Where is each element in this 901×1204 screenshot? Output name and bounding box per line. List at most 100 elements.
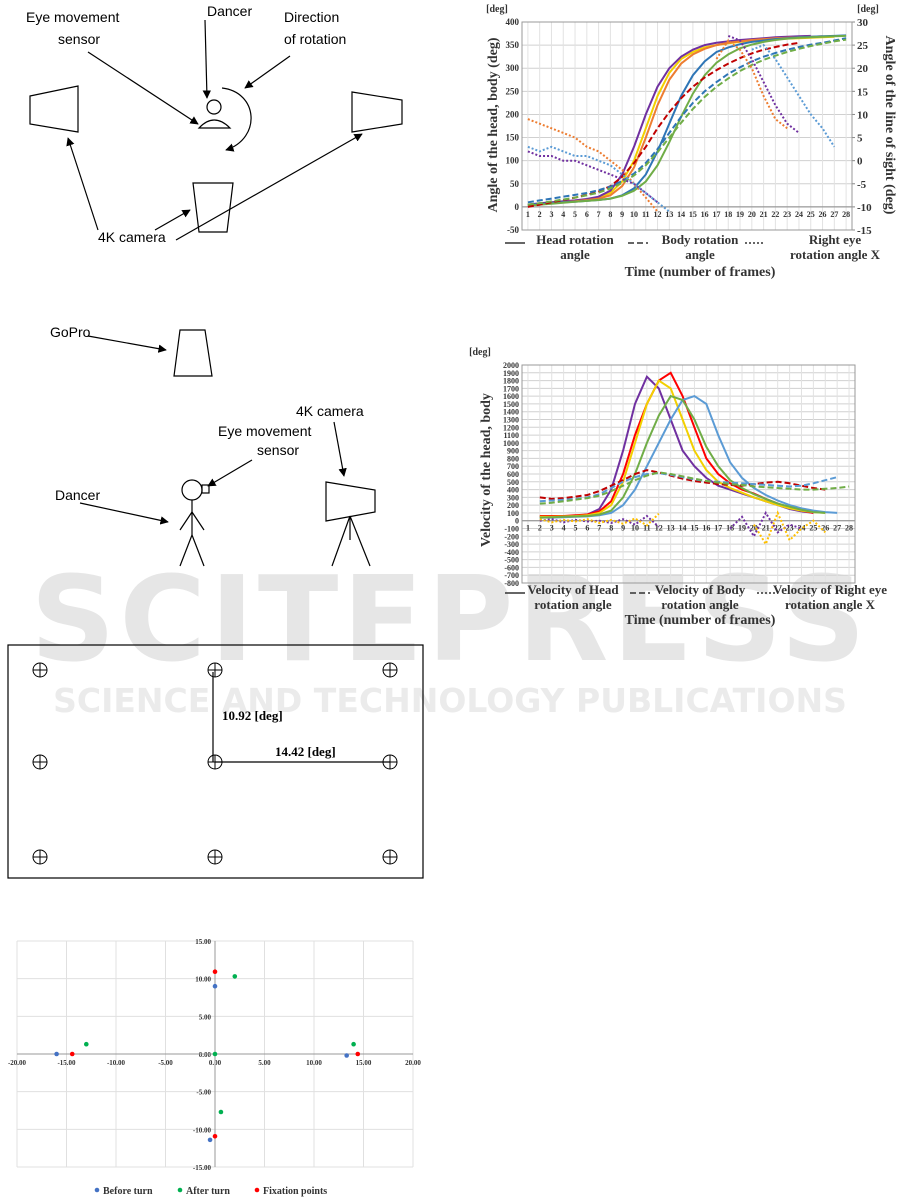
x-tick-label: 14 xyxy=(679,524,687,533)
y-tick-label: 1400 xyxy=(503,408,519,417)
legend-label: angle xyxy=(560,247,590,262)
x-tick-label: 5 xyxy=(573,210,577,219)
dancer-body xyxy=(197,119,232,129)
y-tick-label: 15.00 xyxy=(195,938,211,946)
legend-label: Velocity of Head xyxy=(527,582,619,597)
x-tick-label: 12 xyxy=(655,524,663,533)
x-tick-label: 23 xyxy=(786,524,794,533)
series-line xyxy=(539,469,826,500)
x-tick-label: 2 xyxy=(538,524,542,533)
y-tick-label: 10.00 xyxy=(195,976,211,984)
x-tick-label: 9 xyxy=(620,210,624,219)
x-tick-label: 21 xyxy=(762,524,770,533)
series-line xyxy=(527,34,847,206)
y2-tick-label: 10 xyxy=(857,109,869,121)
dancer-head xyxy=(206,99,222,115)
label: Dancer xyxy=(207,3,252,19)
x-tick-label: 4 xyxy=(562,524,566,533)
y-tick-label: 150 xyxy=(506,133,520,143)
x-tick-label: 23 xyxy=(783,210,791,219)
x-tick-label: 28 xyxy=(842,210,850,219)
label: 4K camera xyxy=(98,229,166,245)
arrows xyxy=(66,19,363,241)
plot-frame xyxy=(521,21,853,231)
legend-marker xyxy=(254,1187,260,1193)
x-tick-label: -20.00 xyxy=(8,1059,27,1067)
x-tick-label: 20 xyxy=(748,210,756,219)
arrows xyxy=(79,335,347,525)
legend-label: Head rotation xyxy=(536,232,614,247)
series-line xyxy=(527,43,836,213)
y-tick-label: -200 xyxy=(504,532,519,541)
legend-label: rotation angle X xyxy=(790,247,881,262)
x-tick-label: 6 xyxy=(585,210,589,219)
y-tick-label: 2000 xyxy=(503,361,519,370)
label: sensor xyxy=(257,442,299,458)
legend-label: Body rotation xyxy=(662,232,739,247)
x-tick-label: 19 xyxy=(738,524,746,533)
point xyxy=(212,969,218,975)
y-tick-label: 400 xyxy=(506,17,520,27)
y-unit: [deg] xyxy=(469,347,491,358)
series-line xyxy=(527,34,847,207)
point xyxy=(212,983,218,989)
y-tick-label: -700 xyxy=(504,571,519,580)
y-tick-label: -50 xyxy=(507,225,519,235)
point xyxy=(212,1133,218,1139)
x-tick-label: 5 xyxy=(574,524,578,533)
label: Eye movement xyxy=(218,423,311,439)
screen xyxy=(7,644,424,879)
watermark: SCITEPRESS SCIENCE AND TECHNOLOGY PUBLIC… xyxy=(30,550,869,720)
y2-tick-label: 25 xyxy=(857,40,869,52)
y-tick-label: 1000 xyxy=(503,439,519,448)
x-axis-title: Time (number of frames) xyxy=(625,613,776,628)
y-axis-title: Velocity of the head, body xyxy=(479,393,494,547)
point xyxy=(207,1137,213,1143)
fixation-grid-diagram: 10.92 [deg] 14.42 [deg] xyxy=(7,644,424,879)
watermark-title: SCITEPRESS xyxy=(30,550,869,688)
y-tick-label: 350 xyxy=(506,40,520,50)
x-tick-label: 24 xyxy=(797,524,805,533)
legend-label: Velocity of Body xyxy=(655,582,746,597)
y-tick-label: 1900 xyxy=(503,369,519,378)
x-tick-label: 20.00 xyxy=(405,1059,421,1067)
y2-tick-label: -15 xyxy=(857,225,872,237)
gopro xyxy=(173,329,213,377)
y-unit: [deg] xyxy=(486,4,508,15)
y-tick-label: 250 xyxy=(506,86,520,96)
y-tick-label: 100 xyxy=(506,156,520,166)
x-tick-label: 14 xyxy=(677,210,685,219)
y-tick-label: 900 xyxy=(507,447,519,456)
y-tick-label: 300 xyxy=(506,63,520,73)
y2-tick-label: 20 xyxy=(857,63,869,75)
camera xyxy=(351,91,403,133)
x-tick-label: 18 xyxy=(724,210,732,219)
x-tick-label: 8 xyxy=(609,524,613,533)
x-tick-label: 24 xyxy=(795,210,803,219)
point xyxy=(212,1051,218,1057)
label: sensor xyxy=(58,31,100,47)
legend-label: Velocity of Right eye xyxy=(773,582,887,597)
x-tick-label: 25 xyxy=(807,210,815,219)
x-tick-label: 22 xyxy=(771,210,779,219)
x-tick-label: 25 xyxy=(809,524,817,533)
y-tick-label: 500 xyxy=(507,478,519,487)
y-tick-label: 1600 xyxy=(503,392,519,401)
x-tick-label: 11 xyxy=(642,210,650,219)
label: 14.42 [deg] xyxy=(275,744,336,759)
y-tick-label: -100 xyxy=(504,525,519,534)
x-tick-label: 12 xyxy=(654,210,662,219)
y-tick-label: 1100 xyxy=(503,431,519,440)
series-line xyxy=(527,34,800,204)
x-tick-label: -10.00 xyxy=(107,1059,126,1067)
x-tick-label: 1 xyxy=(526,524,530,533)
x-tick-label: 27 xyxy=(830,210,838,219)
x-tick-label: 16 xyxy=(701,210,709,219)
y-tick-label: 0 xyxy=(515,517,519,526)
tripod xyxy=(331,515,371,567)
x-tick-label: 27 xyxy=(833,524,841,533)
label: Dancer xyxy=(55,487,100,503)
y2-tick-label: 30 xyxy=(857,17,869,29)
rotation-arrow xyxy=(221,87,252,152)
